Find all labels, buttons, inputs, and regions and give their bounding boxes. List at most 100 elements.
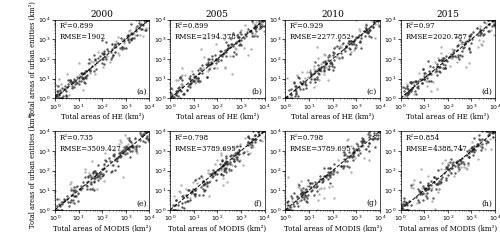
Point bbox=[454, 163, 462, 167]
Point bbox=[168, 96, 176, 100]
Point bbox=[169, 96, 177, 100]
Point bbox=[63, 95, 71, 99]
Point bbox=[346, 41, 354, 45]
Point bbox=[96, 176, 104, 180]
Point bbox=[296, 193, 304, 196]
Point bbox=[310, 71, 318, 75]
Point bbox=[198, 66, 206, 70]
Point bbox=[402, 93, 410, 97]
Point bbox=[116, 155, 124, 159]
Point bbox=[234, 40, 242, 43]
Point bbox=[376, 129, 384, 133]
Point bbox=[410, 83, 418, 87]
Point bbox=[470, 152, 478, 156]
Point bbox=[90, 176, 98, 180]
Point bbox=[241, 136, 249, 140]
Point bbox=[182, 187, 190, 191]
Point bbox=[284, 175, 292, 179]
Point bbox=[426, 64, 434, 68]
Point bbox=[254, 130, 262, 134]
Point bbox=[204, 183, 212, 187]
Text: (c): (c) bbox=[366, 88, 377, 96]
Point bbox=[136, 23, 143, 27]
Point bbox=[491, 25, 499, 29]
Point bbox=[229, 146, 237, 150]
Point bbox=[120, 148, 128, 152]
Point bbox=[420, 77, 428, 81]
Point bbox=[142, 130, 150, 133]
Point bbox=[106, 159, 114, 163]
Point bbox=[211, 162, 219, 165]
Point bbox=[296, 186, 304, 190]
Text: RMSE=2277.052: RMSE=2277.052 bbox=[290, 33, 352, 41]
Point bbox=[58, 96, 66, 100]
Point bbox=[473, 144, 481, 148]
Point bbox=[452, 35, 460, 39]
Point bbox=[482, 129, 490, 133]
Point bbox=[184, 88, 192, 92]
Point bbox=[94, 178, 102, 182]
Point bbox=[219, 52, 227, 56]
Point bbox=[445, 168, 453, 172]
Point bbox=[98, 65, 106, 69]
Point bbox=[206, 63, 214, 67]
Point bbox=[51, 208, 59, 212]
Point bbox=[190, 187, 198, 191]
Point bbox=[360, 139, 368, 143]
Point bbox=[187, 81, 195, 85]
Point bbox=[312, 69, 320, 73]
Point bbox=[57, 91, 65, 94]
Point bbox=[326, 166, 334, 170]
Point bbox=[361, 25, 369, 29]
Point bbox=[84, 184, 92, 188]
Point bbox=[473, 26, 481, 30]
Point bbox=[346, 39, 354, 43]
Point bbox=[204, 180, 212, 184]
Point bbox=[374, 136, 382, 140]
Point bbox=[78, 76, 86, 80]
Point bbox=[166, 86, 174, 90]
Point bbox=[369, 138, 377, 142]
Point bbox=[137, 23, 145, 27]
Point bbox=[55, 77, 63, 81]
Point bbox=[141, 20, 149, 24]
Point bbox=[334, 44, 342, 48]
Point bbox=[288, 200, 296, 203]
Point bbox=[217, 151, 225, 155]
Point bbox=[431, 60, 439, 64]
Point bbox=[350, 42, 358, 46]
Point bbox=[340, 47, 347, 51]
Point bbox=[88, 64, 96, 68]
Point bbox=[434, 179, 442, 183]
Point bbox=[207, 62, 215, 66]
Point bbox=[307, 75, 315, 79]
Point bbox=[364, 31, 372, 35]
Point bbox=[74, 76, 82, 80]
Point bbox=[202, 182, 209, 186]
Point bbox=[419, 67, 427, 71]
Point bbox=[230, 50, 237, 54]
Point bbox=[131, 137, 139, 141]
Point bbox=[166, 208, 174, 212]
Point bbox=[136, 129, 144, 133]
Point bbox=[88, 159, 96, 163]
Point bbox=[52, 208, 60, 212]
Point bbox=[434, 168, 442, 172]
Point bbox=[94, 163, 102, 167]
Point bbox=[173, 89, 181, 92]
Point bbox=[417, 191, 425, 195]
Point bbox=[330, 170, 338, 173]
Point bbox=[490, 129, 498, 133]
Point bbox=[468, 145, 475, 149]
Point bbox=[284, 203, 292, 207]
Point bbox=[246, 30, 254, 33]
X-axis label: Total areas of HE (km²): Total areas of HE (km²) bbox=[60, 113, 144, 121]
Point bbox=[233, 158, 241, 162]
Point bbox=[116, 150, 124, 154]
Point bbox=[70, 79, 78, 83]
Point bbox=[297, 191, 305, 195]
Point bbox=[242, 34, 250, 38]
Point bbox=[178, 66, 186, 70]
Point bbox=[220, 147, 228, 151]
Point bbox=[398, 96, 406, 100]
